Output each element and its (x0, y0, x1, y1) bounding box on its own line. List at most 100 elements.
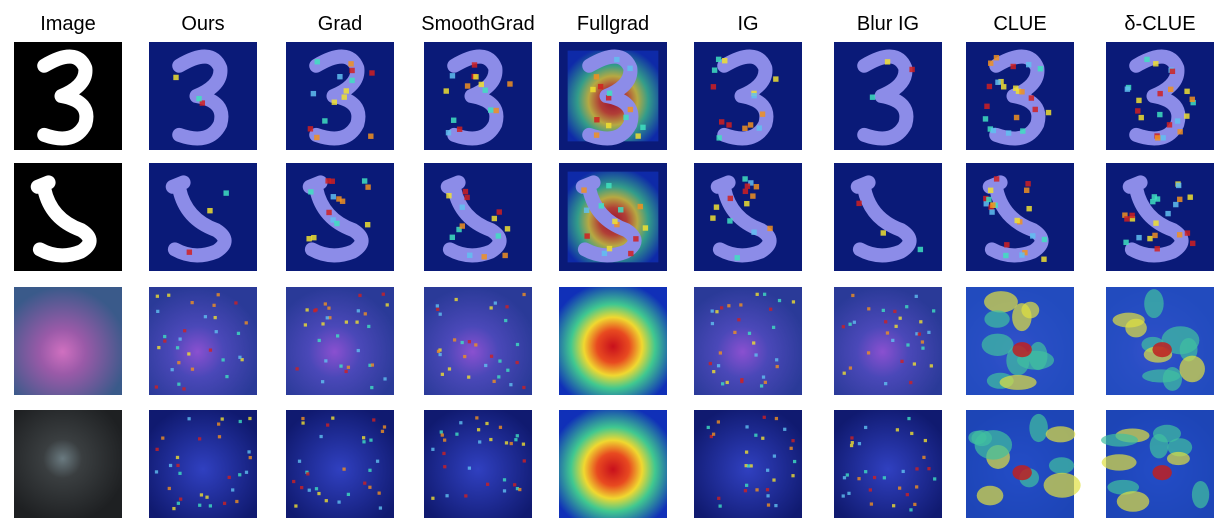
saliency-spot (503, 489, 506, 492)
saliency-spot (169, 464, 172, 467)
saliency-blob (1117, 491, 1150, 512)
saliency-spot (635, 133, 640, 138)
saliency-spot (988, 60, 993, 65)
saliency-spot (599, 203, 604, 208)
saliency-spot (311, 235, 316, 240)
saliency-spot (448, 367, 451, 370)
saliency-spot (1173, 202, 1178, 207)
saliency-spot (899, 317, 902, 320)
saliency-spot (763, 416, 766, 419)
image-cell (286, 287, 394, 395)
saliency-spot (443, 465, 446, 468)
saliency-spot (858, 442, 861, 445)
saliency-spot (909, 508, 912, 511)
saliency-spot (217, 293, 220, 296)
saliency-spot (371, 363, 374, 366)
saliency-spot (475, 416, 478, 419)
saliency-blob (1012, 303, 1031, 331)
saliency-spot (752, 341, 755, 344)
saliency-spot (867, 307, 870, 310)
image-cell (424, 410, 532, 518)
saliency-spot (893, 310, 896, 313)
saliency-spot (504, 319, 507, 322)
saliency-spot (606, 183, 611, 188)
saliency-spot (927, 467, 930, 470)
saliency-spot (467, 253, 472, 258)
saliency-spot (1188, 194, 1193, 199)
cell-background (14, 410, 122, 518)
saliency-spot (483, 88, 488, 93)
saliency-spot (324, 302, 327, 305)
saliency-spot (618, 207, 623, 212)
saliency-spot (1157, 112, 1162, 117)
saliency-spot (446, 130, 451, 135)
saliency-spot (347, 493, 350, 496)
image-cell (694, 410, 802, 518)
saliency-spot (249, 456, 252, 459)
saliency-spot (1190, 241, 1195, 246)
saliency-spot (1136, 98, 1141, 103)
saliency-spot (1150, 199, 1155, 204)
saliency-spot (345, 370, 348, 373)
saliency-spot (882, 309, 885, 312)
saliency-spot (612, 219, 617, 224)
saliency-spot (523, 459, 526, 462)
saliency-spot (728, 196, 733, 201)
saliency-spot (761, 437, 764, 440)
saliency-spot (485, 422, 488, 425)
saliency-spot (1135, 108, 1140, 113)
saliency-spot (743, 189, 748, 194)
saliency-spot (727, 218, 732, 223)
saliency-spot (516, 361, 519, 364)
saliency-spot (460, 205, 465, 210)
saliency-spot (747, 464, 750, 467)
saliency-spot (486, 483, 489, 486)
saliency-spot (742, 176, 747, 181)
saliency-spot (711, 84, 716, 89)
saliency-spot (915, 467, 918, 470)
image-cell (424, 42, 532, 150)
saliency-spot (368, 486, 371, 489)
saliency-spot (334, 221, 339, 226)
saliency-spot (235, 500, 238, 503)
saliency-spot (1011, 64, 1016, 69)
saliency-spot (347, 366, 350, 369)
saliency-spot (209, 504, 212, 507)
saliency-spot (306, 472, 309, 475)
saliency-blob (1167, 452, 1190, 465)
saliency-blob (1144, 289, 1163, 318)
saliency-blob (977, 486, 1004, 506)
saliency-spot (459, 421, 462, 424)
saliency-spot (212, 304, 215, 307)
saliency-spot (793, 460, 796, 463)
saliency-spot (791, 439, 794, 442)
saliency-spot (344, 88, 349, 93)
saliency-spot (357, 349, 360, 352)
saliency-spot (594, 117, 599, 122)
saliency-spot (902, 470, 905, 473)
saliency-spot (311, 91, 316, 96)
saliency-spot (505, 226, 510, 231)
saliency-spot (321, 322, 324, 325)
saliency-spot (503, 478, 506, 481)
saliency-spot (348, 61, 353, 66)
saliency-spot (851, 441, 854, 444)
saliency-spot (927, 331, 930, 334)
saliency-spot (1030, 233, 1035, 238)
saliency-spot (790, 447, 793, 450)
saliency-spot (849, 366, 852, 369)
saliency-spot (176, 456, 179, 459)
saliency-spot (492, 216, 497, 221)
image-cell (424, 163, 532, 271)
saliency-spot (176, 346, 179, 349)
saliency-blob (1102, 454, 1137, 470)
saliency-spot (638, 204, 643, 209)
saliency-spot (913, 362, 916, 365)
saliency-spot (326, 316, 329, 319)
cell-background (149, 410, 257, 518)
saliency-spot (932, 309, 935, 312)
saliency-spot (870, 502, 873, 505)
saliency-spot (442, 452, 445, 455)
saliency-spot (921, 347, 924, 350)
saliency-spot (493, 108, 498, 113)
